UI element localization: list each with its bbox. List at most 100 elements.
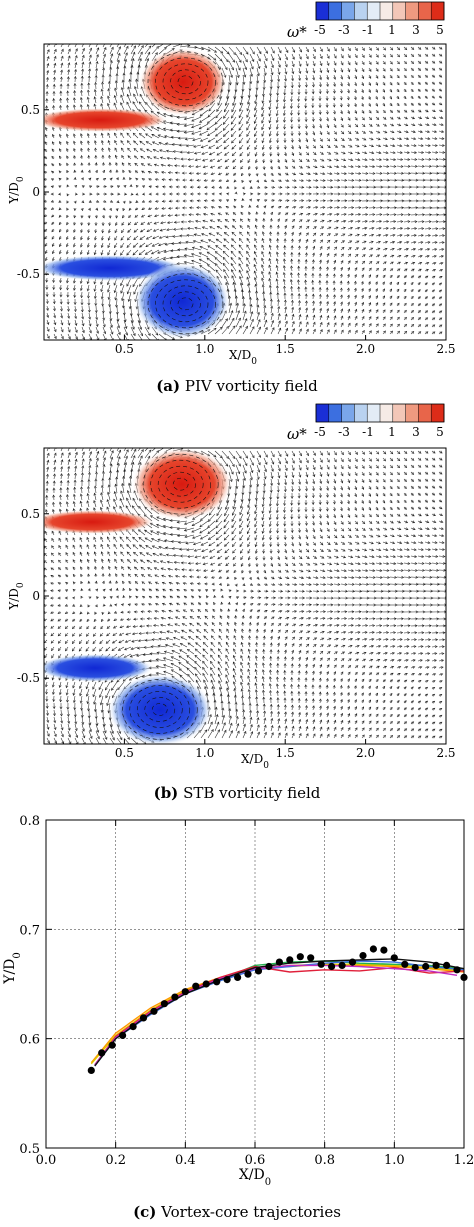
velocity-vector-head <box>248 296 252 300</box>
velocity-vector-head <box>125 45 129 49</box>
velocity-vector <box>53 448 56 452</box>
velocity-vector-head <box>51 133 55 137</box>
velocity-vector-head <box>432 88 436 92</box>
velocity-vector <box>51 148 55 153</box>
velocity-vector-head <box>254 133 257 137</box>
velocity-vector <box>109 326 113 335</box>
velocity-vector-head <box>128 78 132 82</box>
velocity-vector <box>151 333 159 340</box>
colorbar-segment <box>405 404 419 422</box>
velocity-vector-head <box>253 257 257 261</box>
velocity-vector-head <box>53 452 57 456</box>
velocity-vector <box>223 244 230 251</box>
velocity-vector <box>193 240 202 244</box>
velocity-vector <box>238 269 244 279</box>
velocity-vector-head <box>425 60 429 64</box>
velocity-vector-head <box>232 456 236 460</box>
velocity-vector-head <box>434 144 438 147</box>
velocity-vector <box>101 291 104 299</box>
velocity-vector-head <box>361 117 365 121</box>
velocity-vector-head <box>377 130 381 134</box>
velocity-vector <box>256 305 259 314</box>
velocity-vector <box>417 228 424 230</box>
velocity-vector-head <box>439 60 443 64</box>
velocity-vector-head <box>272 185 276 189</box>
velocity-vector <box>88 291 90 299</box>
velocity-vector-head <box>276 140 280 144</box>
velocity-vector-head <box>231 67 234 71</box>
velocity-vector <box>290 272 293 279</box>
velocity-vector-head <box>117 332 121 336</box>
velocity-vector-head <box>334 138 338 142</box>
velocity-vector-head <box>196 185 200 189</box>
velocity-vector-head <box>357 226 361 230</box>
velocity-vector-head <box>383 54 386 58</box>
velocity-vector-head <box>382 96 385 100</box>
velocity-vector <box>228 67 233 78</box>
velocity-vector-head <box>225 318 228 322</box>
velocity-vector-head <box>291 313 295 317</box>
velocity-vector-head <box>203 172 207 175</box>
velocity-vector <box>340 213 347 216</box>
velocity-vector <box>410 130 416 133</box>
velocity-vector-head <box>389 68 393 72</box>
velocity-vector <box>94 235 97 241</box>
velocity-vector-head <box>107 147 111 151</box>
velocity-vector <box>305 213 311 216</box>
velocity-vector <box>326 130 330 135</box>
velocity-vector <box>389 60 393 65</box>
velocity-vector <box>305 246 308 251</box>
velocity-vector <box>228 318 235 328</box>
velocity-vector <box>81 333 85 340</box>
velocity-vector-head <box>403 295 407 299</box>
velocity-vector <box>269 245 272 251</box>
velocity-vector-head <box>125 52 128 56</box>
velocity-vector <box>133 148 139 153</box>
velocity-vector-head <box>251 326 255 330</box>
velocity-vector <box>130 52 135 62</box>
velocity-vector-head <box>378 158 382 161</box>
velocity-vector-head <box>327 138 331 142</box>
velocity-vector-head <box>319 63 323 67</box>
velocity-vector-head <box>421 164 425 168</box>
velocity-vector <box>368 88 371 93</box>
velocity-vector <box>185 137 195 140</box>
vortex-swirl <box>170 291 201 317</box>
velocity-vector-head <box>110 324 113 328</box>
velocity-vector <box>161 164 167 167</box>
velocity-vector <box>60 333 64 339</box>
velocity-vector <box>87 235 90 240</box>
velocity-vector-head <box>60 55 64 59</box>
velocity-vector <box>249 319 254 328</box>
velocity-vector <box>102 326 106 334</box>
velocity-vector-head <box>320 233 324 236</box>
velocity-vector-head <box>141 207 145 210</box>
velocity-vector <box>431 275 436 279</box>
velocity-vector-head <box>248 173 252 177</box>
velocity-vector <box>438 130 444 133</box>
velocity-vector-head <box>46 69 50 73</box>
velocity-vector-head <box>276 92 280 96</box>
velocity-vector-head <box>107 88 111 92</box>
velocity-vector <box>396 123 401 127</box>
velocity-vector-head <box>95 177 99 181</box>
velocity-vector-head <box>390 451 394 455</box>
velocity-vector-head <box>93 296 97 300</box>
velocity-vector <box>60 76 62 83</box>
velocity-vector-head <box>344 199 348 203</box>
velocity-vector-head <box>217 172 222 176</box>
velocity-vector-head <box>135 192 139 196</box>
velocity-vector-head <box>290 265 294 269</box>
velocity-vector <box>312 226 317 230</box>
velocity-vector <box>382 268 386 272</box>
velocity-vector <box>74 69 77 76</box>
velocity-vector <box>231 109 237 119</box>
velocity-vector <box>94 242 97 248</box>
velocity-vector-head <box>380 199 384 203</box>
velocity-vector-head <box>312 314 316 318</box>
velocity-vector-head <box>107 95 110 99</box>
velocity-vector <box>438 331 443 335</box>
velocity-vector-head <box>80 155 84 159</box>
velocity-vector-head <box>384 254 388 258</box>
velocity-vector-head <box>297 286 301 290</box>
